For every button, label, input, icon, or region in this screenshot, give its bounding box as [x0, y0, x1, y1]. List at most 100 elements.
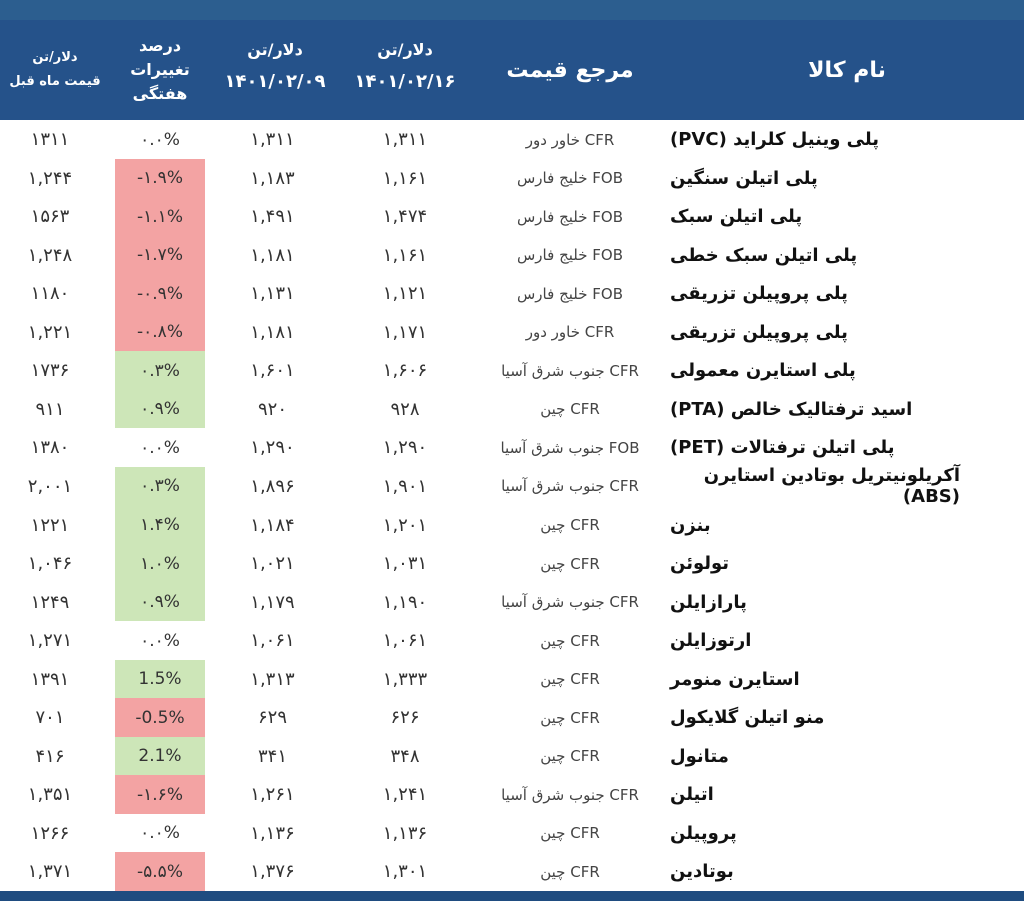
- product-name-cell: منو اتیلن گلایکول: [670, 707, 825, 729]
- price-reference-cell: FOB خلیج فارس: [517, 207, 624, 226]
- weekly-change-cell: ۱.۴%: [115, 505, 205, 545]
- header-cur-unit: دلار/تن: [377, 40, 433, 59]
- month-prev-price-cell: ۱۲۶۶: [30, 822, 70, 844]
- table-row: اسید ترفتالیک خالص (PTA) CFR چین ۹۲۸ ۹۲۰ ۰.۹…: [0, 389, 1024, 430]
- previous-price-cell: ۶۲۹: [257, 707, 287, 729]
- month-prev-price-cell: ۱,۲۲۱: [27, 321, 73, 343]
- table-row: پلی وینیل کلراید (PVC) CFR خاور دور ۱,۳۱۱ ۱…: [0, 120, 1024, 160]
- header-prev-date: ۱۴۰۱/۰۲/۰۹: [224, 71, 326, 92]
- product-name-cell: بنزن: [670, 514, 711, 536]
- previous-price-cell: ۱,۱۸۴: [250, 514, 295, 536]
- weekly-change-cell: -۱.۹%: [115, 158, 205, 198]
- current-price-cell: ۱,۳۳۳: [382, 668, 428, 690]
- table-row: پلی استایرن معمولی CFR جنوب شرق آسیا ۱,۶۰۶…: [0, 351, 1024, 392]
- weekly-change-cell: ۰.۳%: [115, 351, 205, 391]
- product-name-cell: استایرن منومر: [670, 668, 800, 690]
- weekly-change-cell: -۰.۸%: [115, 312, 205, 352]
- price-reference-cell: CFR خاور دور: [525, 323, 615, 342]
- weekly-change-cell: 2.1%: [115, 736, 205, 776]
- price-reference-cell: FOB خلیج فارس: [517, 284, 624, 303]
- previous-price-cell: ۱,۳۱۳: [250, 668, 295, 690]
- table-row: پلی پروپیلن تزریقی CFR خاور دور ۱,۱۷۱ ۱,۱۸۱…: [0, 312, 1024, 353]
- header-month-prev-label: قیمت ماه قبل: [9, 74, 101, 89]
- previous-price-cell: ۱,۱۷۹: [250, 591, 295, 613]
- month-prev-price-cell: ۱,۲۴۴: [27, 167, 73, 189]
- table-row: پلی اتیلن ترفتالات (PET) FOB جنوب شرق آسی…: [0, 428, 1024, 469]
- month-prev-price-cell: ۷۰۱: [35, 707, 65, 729]
- price-reference-cell: CFR چین: [540, 708, 600, 727]
- top-strip: [0, 0, 1024, 20]
- weekly-change-cell: ۰.۳%: [115, 466, 205, 506]
- weekly-change-cell: -۱.۱%: [115, 197, 205, 237]
- current-price-cell: ۱,۱۷۱: [382, 321, 428, 343]
- weekly-change-cell: -0.5%: [115, 698, 205, 738]
- weekly-change-cell: -۵.۵%: [115, 852, 205, 892]
- month-prev-price-cell: ۱,۲۴۸: [27, 244, 73, 266]
- product-name-cell: پروپیلن: [670, 822, 737, 844]
- weekly-change-cell: ۰.۰%: [140, 630, 180, 651]
- price-reference-cell: FOB خلیج فارس: [517, 246, 624, 265]
- table-header: دلار/تن قیمت ماه قبل درصد تغییرات هفتگی …: [0, 20, 1024, 120]
- product-name-cell: پلی وینیل کلراید (PVC): [670, 129, 879, 150]
- table-row: پلی پروپیلن تزریقی FOB خلیج فارس ۱,۱۲۱ ۱,۱۳…: [0, 274, 1024, 315]
- month-prev-price-cell: ۱۱۸۰: [30, 283, 70, 305]
- previous-price-cell: ۱,۱۸۳: [250, 167, 295, 189]
- previous-price-cell: ۱,۰۶۱: [250, 630, 295, 652]
- price-reference-cell: CFR جنوب شرق آسیا: [501, 477, 639, 496]
- month-prev-price-cell: ۱۲۴۹: [30, 591, 70, 613]
- current-price-cell: ۳۴۸: [390, 745, 420, 767]
- current-price-cell: ۱,۱۶۱: [382, 167, 428, 189]
- price-reference-cell: CFR چین: [540, 670, 600, 689]
- product-name-cell: پلی اتیلن سبک: [670, 206, 803, 228]
- current-price-cell: ۱,۲۹۰: [382, 437, 428, 459]
- month-prev-price-cell: ۱,۲۷۱: [27, 630, 73, 652]
- header-change-line3: هفتگی: [132, 84, 188, 103]
- header-month-prev: دلار/تن قیمت ماه قبل: [0, 20, 110, 120]
- table-row: بنزن CFR چین ۱,۲۰۱ ۱,۱۸۴ ۱.۴% ۱۲۲۱: [0, 505, 1024, 546]
- product-name-cell: پلی پروپیلن تزریقی: [670, 283, 848, 305]
- product-name-cell: تولوئن: [670, 553, 730, 575]
- current-price-cell: ۱,۲۴۱: [382, 784, 428, 806]
- product-name-cell: پلی پروپیلن تزریقی: [670, 321, 848, 343]
- weekly-change-cell: 1.5%: [115, 659, 205, 699]
- current-price-cell: ۱,۰۳۱: [382, 553, 428, 575]
- table-row: پلی اتیلن سبک خطی FOB خلیج فارس ۱,۱۶۱ ۱,۱۸۱…: [0, 235, 1024, 276]
- header-change-line2: تغییرات: [130, 60, 190, 79]
- month-prev-price-cell: ۱,۳۵۱: [27, 784, 73, 806]
- previous-price-cell: ۳۴۱: [257, 745, 287, 767]
- weekly-change-cell: ۰.۰%: [140, 823, 180, 844]
- weekly-change-cell: -۱.۷%: [115, 235, 205, 275]
- current-price-cell: ۱,۹۰۱: [382, 475, 428, 497]
- price-reference-cell: CFR چین: [540, 862, 600, 881]
- price-reference-cell: CFR چین: [540, 516, 600, 534]
- table-row: منو اتیلن گلایکول CFR چین ۶۲۶ ۶۲۹ -0.5% ۷۰۱: [0, 698, 1024, 739]
- current-price-cell: ۹۲۸: [390, 398, 420, 420]
- weekly-change-cell: ۱.۰%: [115, 544, 205, 584]
- month-prev-price-cell: ۱۳۱۱: [30, 129, 70, 150]
- price-reference-cell: CFR جنوب شرق آسیا: [501, 593, 639, 612]
- current-price-cell: ۱,۶۰۶: [382, 360, 428, 382]
- weekly-change-cell: ۰.۰%: [140, 129, 180, 150]
- product-name-cell: آکریلونیتریل بوتادین استایرن (ABS): [703, 465, 960, 508]
- current-price-cell: ۱,۱۹۰: [382, 591, 428, 613]
- header-change-line1: درصد: [138, 36, 182, 55]
- month-prev-price-cell: ۱۳۹۱: [30, 668, 70, 690]
- current-price-cell: ۱,۰۶۱: [382, 630, 428, 652]
- price-reference-cell: CFR چین: [540, 554, 600, 573]
- previous-price-cell: ۱,۶۰۱: [250, 360, 295, 382]
- weekly-change-cell: ۰.۹%: [115, 389, 205, 429]
- product-name-cell: پلی استایرن معمولی: [670, 360, 856, 382]
- product-name-cell: اتیلن: [670, 784, 714, 806]
- price-reference-cell: CFR جنوب شرق آسیا: [501, 361, 639, 380]
- current-price-cell: ۱,۲۰۱: [382, 514, 428, 536]
- table-row: متانول CFR چین ۳۴۸ ۳۴۱ 2.1% ۴۱۶: [0, 736, 1024, 777]
- month-prev-price-cell: ۱۲۲۱: [30, 514, 70, 536]
- current-price-cell: ۱,۱۳۶: [382, 822, 428, 844]
- price-reference-cell: FOB خلیج فارس: [517, 169, 624, 188]
- table-row: بوتادین CFR چین ۱,۳۰۱ ۱,۳۷۶ -۵.۵% ۱,۳۷۱: [0, 852, 1024, 893]
- previous-price-cell: ۱,۱۸۱: [250, 321, 295, 343]
- previous-price-cell: ۱,۰۲۱: [250, 553, 295, 575]
- table-row: آکریلونیتریل بوتادین استایرن (ABS) CFR جن…: [0, 465, 1024, 508]
- previous-price-cell: ۱,۱۳۱: [250, 283, 295, 305]
- header-current-week: دلار/تن ۱۴۰۱/۰۲/۱۶: [340, 20, 470, 120]
